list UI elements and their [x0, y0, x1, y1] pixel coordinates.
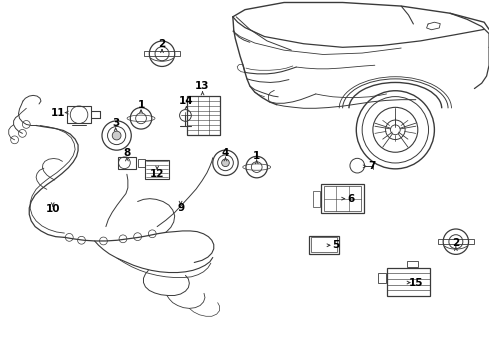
- FancyArrowPatch shape: [454, 247, 457, 251]
- FancyArrowPatch shape: [407, 281, 410, 284]
- Bar: [438, 239, 474, 244]
- Circle shape: [112, 131, 121, 140]
- Text: 13: 13: [196, 81, 210, 91]
- FancyArrowPatch shape: [51, 203, 54, 206]
- Text: 5: 5: [332, 240, 340, 250]
- FancyArrowPatch shape: [140, 110, 143, 113]
- Bar: [324, 186, 361, 211]
- Bar: [118, 157, 136, 169]
- Bar: [146, 160, 169, 179]
- FancyArrowPatch shape: [114, 128, 117, 131]
- Text: 14: 14: [179, 96, 194, 106]
- Bar: [321, 184, 364, 213]
- Text: 10: 10: [46, 204, 60, 215]
- FancyArrowPatch shape: [125, 157, 128, 161]
- Bar: [138, 159, 145, 167]
- FancyArrowPatch shape: [342, 197, 345, 200]
- Bar: [309, 235, 339, 253]
- FancyArrowPatch shape: [224, 157, 227, 161]
- Text: 6: 6: [348, 194, 355, 204]
- FancyArrowPatch shape: [255, 160, 258, 164]
- Text: 4: 4: [222, 148, 229, 158]
- FancyArrowPatch shape: [161, 50, 163, 53]
- FancyArrowPatch shape: [185, 107, 188, 109]
- Bar: [407, 261, 417, 267]
- Text: 8: 8: [123, 148, 130, 158]
- FancyArrowPatch shape: [363, 165, 366, 168]
- Bar: [187, 96, 220, 135]
- Circle shape: [221, 159, 229, 167]
- FancyArrowPatch shape: [65, 111, 68, 114]
- FancyArrowPatch shape: [327, 244, 330, 247]
- Text: 11: 11: [51, 108, 66, 118]
- Text: 3: 3: [112, 118, 119, 128]
- Text: 1: 1: [253, 151, 260, 161]
- Bar: [378, 273, 386, 283]
- Text: 2: 2: [452, 238, 460, 248]
- FancyArrowPatch shape: [156, 166, 159, 169]
- Text: 2: 2: [158, 39, 166, 49]
- Text: 15: 15: [409, 278, 423, 288]
- Bar: [144, 51, 180, 56]
- FancyArrowPatch shape: [179, 201, 182, 204]
- Text: 7: 7: [368, 161, 376, 171]
- Bar: [311, 237, 337, 252]
- Bar: [67, 106, 91, 123]
- FancyArrowPatch shape: [201, 92, 204, 95]
- Text: 1: 1: [137, 100, 145, 110]
- Bar: [387, 267, 430, 296]
- Text: 12: 12: [150, 169, 164, 179]
- Bar: [313, 191, 319, 207]
- Text: 9: 9: [177, 203, 184, 213]
